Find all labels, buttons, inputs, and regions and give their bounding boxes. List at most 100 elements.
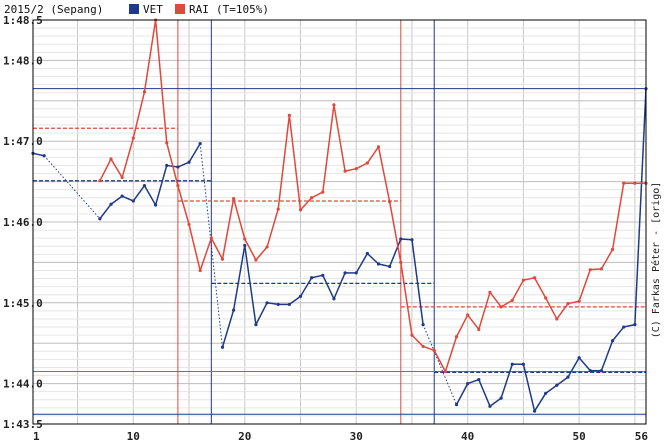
series-segment-vet <box>232 245 246 311</box>
series-segment-rai <box>533 277 547 299</box>
plot-frame <box>32 19 647 425</box>
y-tick-label: 1:45.0 <box>3 297 43 310</box>
data-point-vet <box>243 243 247 248</box>
y-tick-label: 1:48.5 <box>3 14 43 27</box>
series-segment-vet <box>43 155 101 220</box>
data-point-rai <box>165 141 169 145</box>
data-point-rai <box>421 344 425 349</box>
series-segment-rai <box>299 197 313 211</box>
series-segment-rai <box>288 115 302 210</box>
data-point-vet <box>109 202 113 206</box>
data-point-rai <box>254 258 258 262</box>
series-segment-rai <box>388 201 402 263</box>
data-point-vet <box>276 302 280 307</box>
y-tick-label: 1:44.0 <box>3 378 43 391</box>
series-segment-vet <box>545 384 558 394</box>
series-segment-rai <box>377 146 391 202</box>
series-segment-rai <box>500 299 513 308</box>
data-point-vet <box>187 160 191 164</box>
series-segment-vet <box>255 302 268 325</box>
data-point-rai <box>376 145 381 149</box>
y-tick-label: 1:47.0 <box>3 135 43 148</box>
data-point-rai <box>176 184 180 188</box>
series-segment-rai <box>523 277 535 281</box>
series-segment-rai <box>266 208 279 248</box>
series-segment-vet <box>634 88 647 325</box>
data-point-vet <box>399 237 403 241</box>
data-point-rai <box>265 245 269 249</box>
series-segment-vet <box>455 383 469 405</box>
data-point-vet <box>98 217 102 221</box>
series-segment-rai <box>355 162 368 170</box>
series-segment-vet <box>32 152 45 157</box>
series-segment-vet <box>132 185 146 202</box>
series-segment-rai <box>322 104 335 193</box>
series-segment-vet <box>177 161 190 168</box>
data-point-vet <box>555 383 559 387</box>
series-segment-rai <box>467 314 480 330</box>
series-segment-rai <box>311 191 324 199</box>
series-segment-rai <box>411 334 424 347</box>
series-segment-vet <box>611 326 625 342</box>
data-point-rai <box>532 276 537 280</box>
data-point-rai <box>466 313 470 317</box>
data-point-vet <box>544 391 548 395</box>
data-point-vet <box>588 369 592 373</box>
data-point-rai <box>610 247 615 252</box>
data-point-rai <box>131 136 135 140</box>
series-segment-vet <box>355 253 369 274</box>
series-segment-vet <box>366 252 380 265</box>
data-point-rai <box>399 260 403 264</box>
x-tick-label: 30 <box>350 430 363 443</box>
x-tick-label: 56 <box>635 430 649 443</box>
legend-swatch-rai <box>175 4 185 14</box>
series-segment-rai <box>344 167 357 172</box>
data-point-vet <box>142 184 147 188</box>
series-segment-rai <box>422 345 435 352</box>
series-segment-vet <box>322 275 335 300</box>
data-point-rai <box>521 278 526 282</box>
data-point-rai <box>410 333 414 337</box>
data-point-rai <box>566 302 570 306</box>
y-tick-label: 1:48.0 <box>3 54 43 67</box>
data-point-vet <box>131 199 135 203</box>
series-segment-rai <box>132 91 146 139</box>
data-point-rai <box>354 167 358 171</box>
stint-average-lines <box>33 127 646 373</box>
data-point-vet <box>332 297 336 301</box>
series-segment-rai <box>232 198 246 240</box>
data-point-vet <box>232 308 236 312</box>
series-segment-vet <box>400 238 412 241</box>
series-segment-rai <box>277 115 291 210</box>
series-segment-rai <box>545 297 558 320</box>
data-point-rai <box>499 305 503 309</box>
series-segment-rai <box>221 198 235 260</box>
series-segment-rai <box>333 104 346 172</box>
data-point-rai <box>365 161 369 165</box>
data-point-rai <box>443 369 447 374</box>
data-point-vet <box>599 369 604 373</box>
data-point-vet <box>165 163 169 168</box>
data-point-vet <box>410 238 414 242</box>
data-point-vet <box>198 142 202 146</box>
series-segment-rai <box>444 336 458 372</box>
legend-label-rai: RAI <box>189 3 209 16</box>
data-point-vet <box>577 356 581 360</box>
data-point-vet <box>310 276 314 280</box>
data-point-vet <box>388 264 392 269</box>
series-segment-vet <box>221 309 235 348</box>
data-point-rai <box>510 298 514 302</box>
series-segment-vet <box>467 378 480 385</box>
data-point-vet <box>499 396 503 400</box>
data-point-vet <box>466 382 470 386</box>
credit-text: (C) Farkas Péter - [origo] <box>650 182 662 339</box>
series-segment-vet <box>154 165 168 206</box>
series-segment-rai <box>578 269 591 302</box>
data-point-rai <box>388 200 392 204</box>
data-point-vet <box>610 339 615 343</box>
grid <box>33 19 646 425</box>
series-segment-rai <box>600 249 614 270</box>
data-point-rai <box>432 348 436 353</box>
series-segment-vet <box>333 272 346 300</box>
